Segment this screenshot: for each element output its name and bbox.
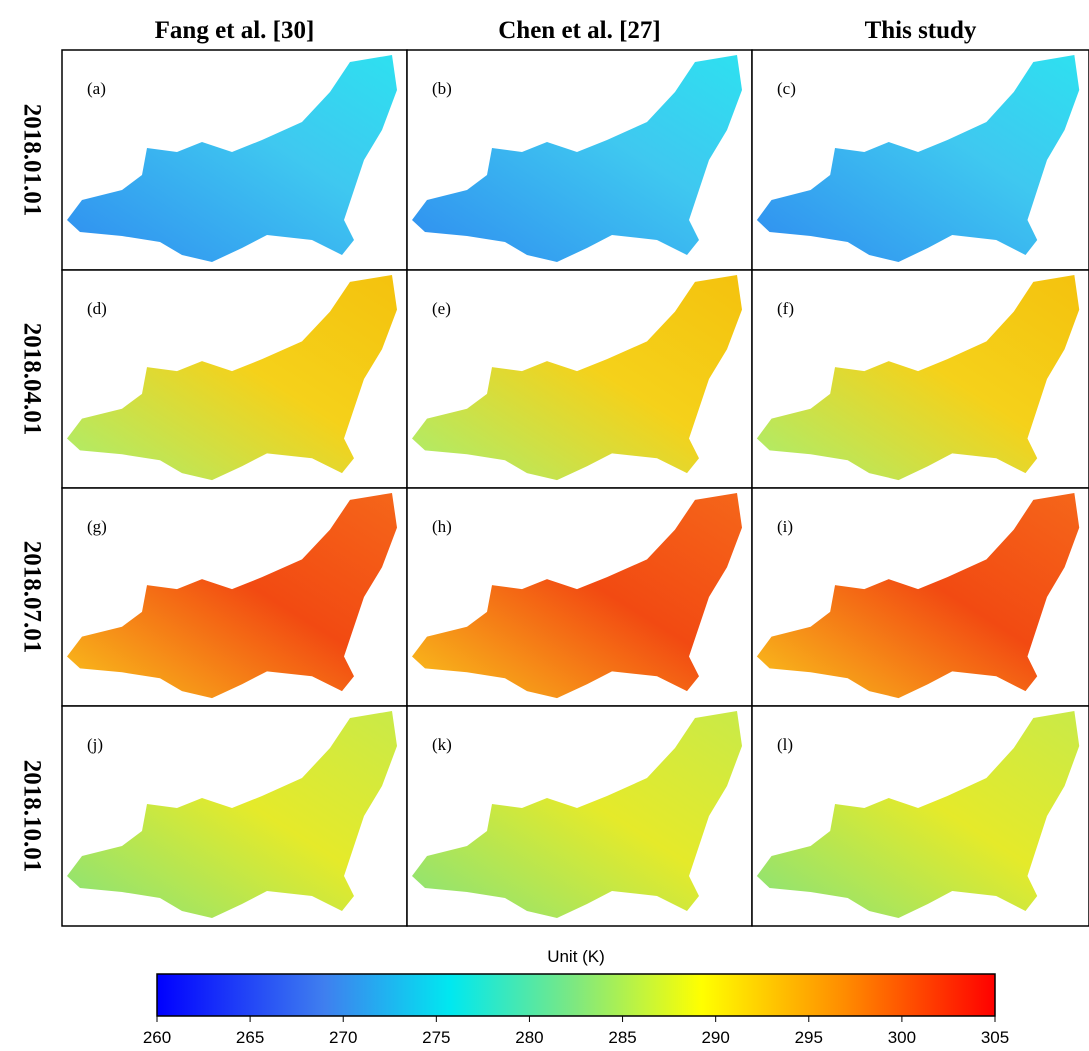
panel-label: (a) [87, 79, 106, 98]
tick-label: 305 [981, 1028, 1009, 1047]
panel-label: (k) [432, 735, 452, 754]
map-region [412, 492, 742, 699]
panel-label: (l) [777, 735, 793, 754]
tick-label: 275 [422, 1028, 450, 1047]
tick-label: 300 [888, 1028, 916, 1047]
colorbar-title: Unit (K) [547, 947, 605, 966]
map-region [67, 711, 397, 918]
panel-label: (c) [777, 79, 796, 98]
map-region [756, 711, 1080, 918]
map-region [412, 711, 742, 918]
panel-label: (b) [432, 79, 452, 98]
map-region [67, 492, 397, 699]
row-label: 2018.10.01 [18, 760, 45, 873]
tick-label: 285 [608, 1028, 636, 1047]
row-label: 2018.04.01 [18, 323, 45, 436]
panel-label: (f) [777, 299, 794, 318]
map-region [67, 55, 397, 262]
map-region [412, 274, 742, 481]
tick-label: 270 [329, 1028, 357, 1047]
column-title: Chen et al. [27] [498, 17, 660, 44]
panel-label: (e) [432, 299, 451, 318]
map-region [412, 55, 742, 262]
tick-label: 265 [236, 1028, 264, 1047]
panel-label: (d) [87, 299, 107, 318]
row-label: 2018.07.01 [18, 541, 45, 654]
column-title: This study [865, 17, 977, 44]
colorbar [156, 973, 996, 1017]
panel-label: (i) [777, 517, 793, 536]
row-label: 2018.01.01 [18, 104, 45, 217]
map-region [67, 274, 397, 481]
tick-label: 295 [795, 1028, 823, 1047]
panel-label: (j) [87, 735, 103, 754]
tick-label: 280 [515, 1028, 543, 1047]
tick-label: 260 [143, 1028, 171, 1047]
map-region [756, 55, 1080, 262]
map-region [756, 492, 1080, 699]
map-region [756, 274, 1080, 481]
column-title: Fang et al. [30] [155, 17, 315, 44]
tick-label: 290 [701, 1028, 729, 1047]
panel-label: (g) [87, 517, 107, 536]
panel-label: (h) [432, 517, 452, 536]
